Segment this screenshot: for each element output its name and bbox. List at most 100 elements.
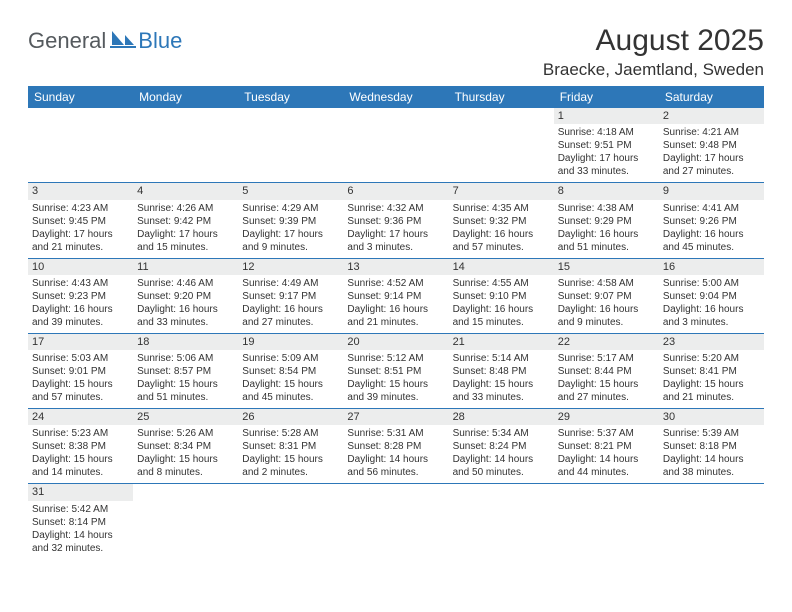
sunrise-text: Sunrise: 4:52 AM <box>347 277 444 290</box>
daylight-text: Daylight: 15 hours and 45 minutes. <box>242 378 339 404</box>
sail-icon <box>110 29 136 54</box>
sunrise-text: Sunrise: 5:26 AM <box>137 427 234 440</box>
day-number: 22 <box>554 334 659 350</box>
sunrise-text: Sunrise: 5:17 AM <box>558 352 655 365</box>
col-friday: Friday <box>554 86 659 108</box>
sunset-text: Sunset: 8:34 PM <box>137 440 234 453</box>
daylight-text: Daylight: 15 hours and 33 minutes. <box>453 378 550 404</box>
calendar-cell: 8Sunrise: 4:38 AMSunset: 9:29 PMDaylight… <box>554 183 659 258</box>
sunrise-text: Sunrise: 4:23 AM <box>32 202 129 215</box>
day-number: 31 <box>28 484 133 500</box>
daylight-text: Daylight: 14 hours and 50 minutes. <box>453 453 550 479</box>
sunset-text: Sunset: 8:44 PM <box>558 365 655 378</box>
sunset-text: Sunset: 9:10 PM <box>453 290 550 303</box>
calendar-cell: 9Sunrise: 4:41 AMSunset: 9:26 PMDaylight… <box>659 183 764 258</box>
sunrise-text: Sunrise: 5:03 AM <box>32 352 129 365</box>
sunrise-text: Sunrise: 4:55 AM <box>453 277 550 290</box>
calendar-cell: 27Sunrise: 5:31 AMSunset: 8:28 PMDayligh… <box>343 409 448 484</box>
calendar-cell: 30Sunrise: 5:39 AMSunset: 8:18 PMDayligh… <box>659 409 764 484</box>
sunrise-text: Sunrise: 4:26 AM <box>137 202 234 215</box>
daylight-text: Daylight: 17 hours and 27 minutes. <box>663 152 760 178</box>
sunset-text: Sunset: 9:04 PM <box>663 290 760 303</box>
sunset-text: Sunset: 9:01 PM <box>32 365 129 378</box>
calendar-week: 10Sunrise: 4:43 AMSunset: 9:23 PMDayligh… <box>28 258 764 333</box>
daylight-text: Daylight: 16 hours and 39 minutes. <box>32 303 129 329</box>
calendar-cell <box>133 108 238 183</box>
sunrise-text: Sunrise: 5:14 AM <box>453 352 550 365</box>
calendar-week: 31 Sunrise: 5:42 AMSunset: 8:14 PMDayligh… <box>28 484 764 559</box>
calendar-cell <box>238 484 343 559</box>
calendar-cell <box>28 108 133 183</box>
calendar-cell: 26Sunrise: 5:28 AMSunset: 8:31 PMDayligh… <box>238 409 343 484</box>
sunrise-text: Sunrise: 4:43 AM <box>32 277 129 290</box>
calendar-week: 3Sunrise: 4:23 AMSunset: 9:45 PMDaylight… <box>28 183 764 258</box>
sunrise-text: Sunrise: 4:58 AM <box>558 277 655 290</box>
sunrise-text: Sunrise: 4:29 AM <box>242 202 339 215</box>
daylight-text: Daylight: 17 hours and 15 minutes. <box>137 228 234 254</box>
col-sunday: Sunday <box>28 86 133 108</box>
daylight-text: Daylight: 16 hours and 15 minutes. <box>453 303 550 329</box>
sunset-text: Sunset: 9:51 PM <box>558 139 655 152</box>
day-number: 20 <box>343 334 448 350</box>
sunrise-text: Sunrise: 4:18 AM <box>558 126 655 139</box>
day-number: 30 <box>659 409 764 425</box>
col-thursday: Thursday <box>449 86 554 108</box>
sunset-text: Sunset: 8:14 PM <box>32 516 129 529</box>
logo: General Blue <box>28 28 182 54</box>
calendar-cell: 3Sunrise: 4:23 AMSunset: 9:45 PMDaylight… <box>28 183 133 258</box>
month-title: August 2025 <box>543 24 764 58</box>
daylight-text: Daylight: 15 hours and 27 minutes. <box>558 378 655 404</box>
daylight-text: Daylight: 16 hours and 51 minutes. <box>558 228 655 254</box>
daylight-text: Daylight: 14 hours and 56 minutes. <box>347 453 444 479</box>
col-wednesday: Wednesday <box>343 86 448 108</box>
calendar-table: Sunday Monday Tuesday Wednesday Thursday… <box>28 86 764 559</box>
daylight-text: Daylight: 16 hours and 9 minutes. <box>558 303 655 329</box>
daylight-text: Daylight: 15 hours and 57 minutes. <box>32 378 129 404</box>
sunset-text: Sunset: 8:54 PM <box>242 365 339 378</box>
sunset-text: Sunset: 8:48 PM <box>453 365 550 378</box>
calendar-cell: 20Sunrise: 5:12 AMSunset: 8:51 PMDayligh… <box>343 333 448 408</box>
calendar-cell: 1Sunrise: 4:18 AMSunset: 9:51 PMDaylight… <box>554 108 659 183</box>
calendar-cell: 19Sunrise: 5:09 AMSunset: 8:54 PMDayligh… <box>238 333 343 408</box>
day-number: 10 <box>28 259 133 275</box>
sunrise-text: Sunrise: 4:41 AM <box>663 202 760 215</box>
sunrise-text: Sunrise: 5:20 AM <box>663 352 760 365</box>
day-number: 23 <box>659 334 764 350</box>
calendar-cell <box>449 484 554 559</box>
calendar-cell: 16Sunrise: 5:00 AMSunset: 9:04 PMDayligh… <box>659 258 764 333</box>
calendar-cell: 5Sunrise: 4:29 AMSunset: 9:39 PMDaylight… <box>238 183 343 258</box>
sunset-text: Sunset: 8:24 PM <box>453 440 550 453</box>
day-number: 12 <box>238 259 343 275</box>
day-number: 27 <box>343 409 448 425</box>
sunrise-text: Sunrise: 4:35 AM <box>453 202 550 215</box>
day-number: 11 <box>133 259 238 275</box>
sunset-text: Sunset: 9:14 PM <box>347 290 444 303</box>
day-number: 14 <box>449 259 554 275</box>
sunrise-text: Sunrise: 5:37 AM <box>558 427 655 440</box>
daylight-text: Daylight: 16 hours and 57 minutes. <box>453 228 550 254</box>
calendar-cell <box>238 108 343 183</box>
daylight-text: Daylight: 14 hours and 32 minutes. <box>32 529 129 555</box>
daylight-text: Daylight: 15 hours and 21 minutes. <box>663 378 760 404</box>
calendar-cell: 13Sunrise: 4:52 AMSunset: 9:14 PMDayligh… <box>343 258 448 333</box>
day-number: 26 <box>238 409 343 425</box>
calendar-cell: 12Sunrise: 4:49 AMSunset: 9:17 PMDayligh… <box>238 258 343 333</box>
day-number: 4 <box>133 183 238 199</box>
day-number: 9 <box>659 183 764 199</box>
calendar-cell: 14 Sunrise: 4:55 AMSunset: 9:10 PMDayligh… <box>449 258 554 333</box>
sunset-text: Sunset: 8:41 PM <box>663 365 760 378</box>
day-number: 29 <box>554 409 659 425</box>
day-number: 15 <box>554 259 659 275</box>
calendar-cell: 29Sunrise: 5:37 AMSunset: 8:21 PMDayligh… <box>554 409 659 484</box>
sunrise-text: Sunrise: 4:46 AM <box>137 277 234 290</box>
calendar-cell: 22 Sunrise: 5:17 AMSunset: 8:44 PMDayligh… <box>554 333 659 408</box>
sunset-text: Sunset: 9:45 PM <box>32 215 129 228</box>
daylight-text: Daylight: 17 hours and 21 minutes. <box>32 228 129 254</box>
calendar-cell <box>343 108 448 183</box>
sunrise-text: Sunrise: 5:31 AM <box>347 427 444 440</box>
sunrise-text: Sunrise: 5:42 AM <box>32 503 129 516</box>
sunset-text: Sunset: 9:48 PM <box>663 139 760 152</box>
day-number: 2 <box>659 108 764 124</box>
calendar-cell: 10Sunrise: 4:43 AMSunset: 9:23 PMDayligh… <box>28 258 133 333</box>
calendar-cell: 11Sunrise: 4:46 AMSunset: 9:20 PMDayligh… <box>133 258 238 333</box>
